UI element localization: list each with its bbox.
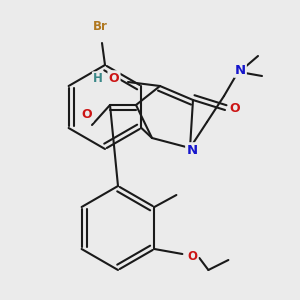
Text: O: O <box>109 71 119 85</box>
Text: N: N <box>186 143 198 157</box>
Text: O: O <box>230 101 240 115</box>
Text: O: O <box>82 109 92 122</box>
Text: O: O <box>188 250 197 263</box>
Text: H: H <box>93 73 103 85</box>
Text: Br: Br <box>93 20 107 34</box>
Text: N: N <box>234 64 246 76</box>
